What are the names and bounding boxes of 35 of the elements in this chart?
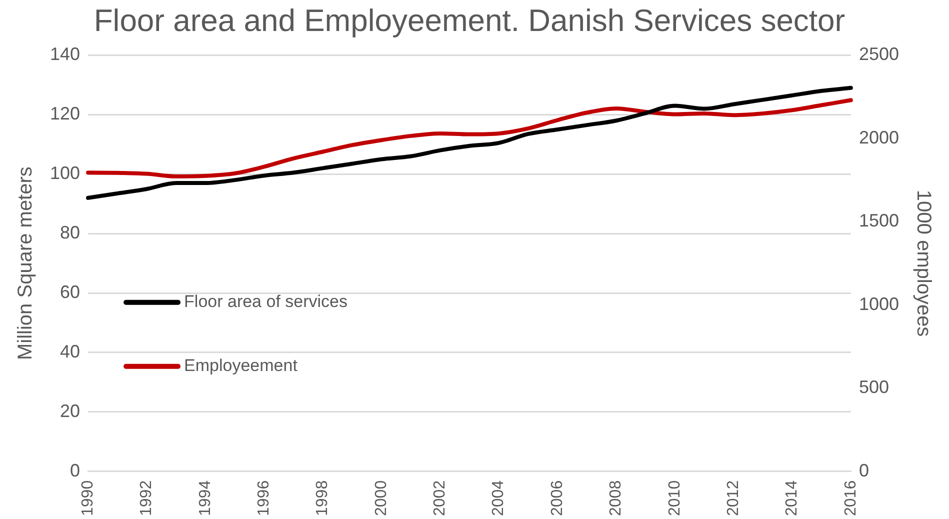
y2-axis-title: 1000 employees [912, 190, 934, 337]
y-tick-label: 0 [70, 460, 80, 480]
x-tick-label: 2010 [666, 480, 684, 516]
legend-label: Floor area of services [184, 292, 348, 312]
y-tick-label: 20 [60, 400, 80, 421]
y-tick-label: 120 [50, 104, 80, 124]
y2-tick-label: 2000 [858, 127, 900, 148]
y2-tick-label: 500 [858, 377, 890, 398]
y-tick-label: 80 [60, 222, 80, 243]
y2-tick-label: 0 [858, 460, 869, 480]
line-series [86, 98, 853, 178]
x-tick-label: 1994 [196, 480, 214, 516]
y2-tick-label: 1000 [858, 294, 900, 314]
x-tick-label: 2014 [784, 480, 801, 516]
y2-tick-label: 2500 [858, 44, 900, 64]
legend-label: Employeement [184, 356, 298, 376]
y-tick-label: 60 [60, 282, 80, 302]
x-tick-label: 1998 [314, 480, 332, 516]
x-tick-label: 2008 [608, 480, 625, 516]
line-series [86, 86, 853, 200]
x-tick-label: 2006 [548, 480, 566, 516]
y-tick-label: 100 [50, 163, 80, 184]
x-tick-label: 2000 [372, 480, 390, 516]
y-axis-title: Million Square meters [14, 166, 37, 360]
y-tick-label: 40 [60, 341, 80, 362]
y2-tick-label: 1500 [858, 210, 900, 231]
x-tick-label: 1996 [256, 480, 272, 516]
x-tick-label: 2012 [724, 480, 742, 516]
x-tick-label: 1990 [79, 480, 96, 516]
y-tick-label: 140 [50, 44, 80, 64]
x-tick-label: 2016 [842, 480, 860, 516]
chart-title: Floor area and Employeement. Danish Services sector [94, 3, 846, 38]
x-tick-label: 2002 [432, 480, 449, 516]
x-tick-label: 1992 [138, 480, 156, 516]
x-tick-label: 2004 [490, 480, 508, 516]
